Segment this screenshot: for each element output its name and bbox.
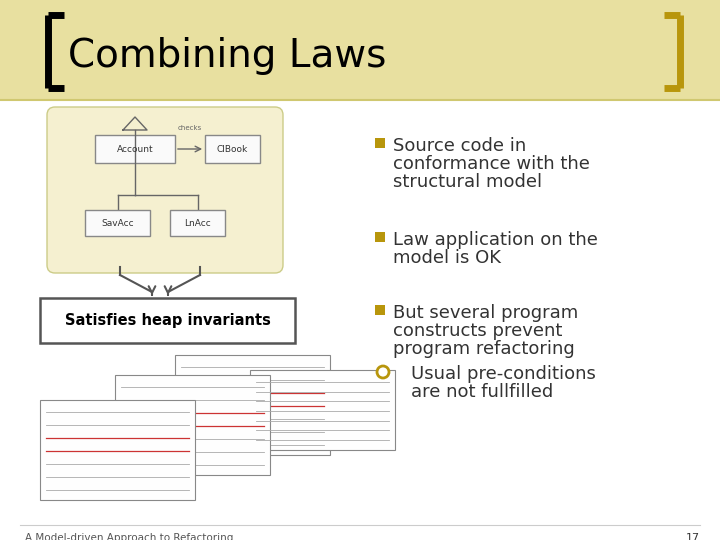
Bar <box>85 210 150 236</box>
Circle shape <box>377 366 389 378</box>
Bar <box>375 305 385 315</box>
Bar <box>375 232 385 242</box>
Text: Law application on the: Law application on the <box>393 231 598 249</box>
Text: structural model: structural model <box>393 173 542 191</box>
Bar <box>175 355 330 455</box>
Bar <box>115 375 270 475</box>
Bar <box>205 135 260 163</box>
Text: Account: Account <box>117 145 153 153</box>
Text: Source code in: Source code in <box>393 137 526 155</box>
Text: Usual pre-conditions: Usual pre-conditions <box>411 365 596 383</box>
Text: constructs prevent: constructs prevent <box>393 322 562 340</box>
Text: 17: 17 <box>686 533 700 540</box>
Bar <box>170 210 225 236</box>
Bar <box>0 0 720 100</box>
Bar <box>40 400 195 500</box>
Text: But several program: But several program <box>393 304 578 322</box>
Text: CIBook: CIBook <box>217 145 248 153</box>
Text: program refactoring: program refactoring <box>393 340 575 358</box>
Bar <box>40 298 295 343</box>
Text: LnAcc: LnAcc <box>184 219 211 227</box>
Bar <box>375 138 385 148</box>
Text: Satisfies heap invariants: Satisfies heap invariants <box>65 313 271 328</box>
FancyBboxPatch shape <box>47 107 283 273</box>
Text: Combining Laws: Combining Laws <box>68 37 387 75</box>
Text: conformance with the: conformance with the <box>393 155 590 173</box>
Text: checks: checks <box>178 125 202 131</box>
Bar <box>95 135 175 163</box>
Text: A Model-driven Approach to Refactoring: A Model-driven Approach to Refactoring <box>25 533 233 540</box>
Text: are not fullfilled: are not fullfilled <box>411 383 553 401</box>
Text: model is OK: model is OK <box>393 249 501 267</box>
Bar <box>250 370 395 450</box>
Text: SavAcc: SavAcc <box>102 219 134 227</box>
